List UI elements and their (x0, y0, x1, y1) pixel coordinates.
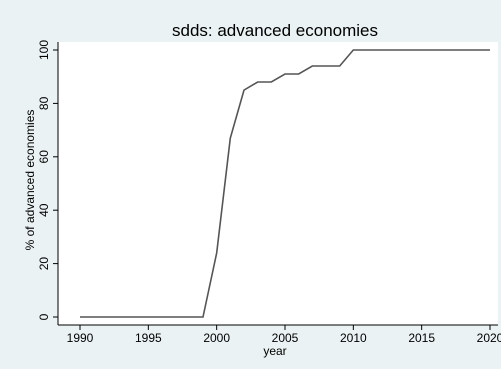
x-axis-title: year (263, 344, 286, 358)
x-tick-label: 2020 (477, 331, 501, 345)
y-tick-label: 40 (37, 203, 51, 217)
axes (57, 42, 498, 326)
y-axis-ticks: 0 20 40 60 80 100 (37, 40, 58, 320)
y-tick-label: 100 (37, 40, 51, 60)
chart-title: sdds: advanced economies (172, 21, 378, 40)
y-tick-label: 80 (37, 96, 51, 110)
y-tick-label: 20 (37, 257, 51, 271)
x-tick-label: 2000 (203, 331, 230, 345)
y-axis-title: % of advanced economies (23, 110, 37, 251)
x-tick-label: 1995 (135, 331, 162, 345)
y-tick-label: 60 (37, 150, 51, 164)
x-tick-label: 2015 (408, 331, 435, 345)
y-tick-label: 0 (37, 313, 51, 320)
series-line (80, 49, 490, 318)
x-tick-label: 1990 (67, 331, 94, 345)
series-group (80, 49, 490, 318)
plot-area (58, 42, 498, 325)
x-axis-ticks: 1990 1995 2000 2005 2010 2015 2020 (67, 325, 501, 345)
x-tick-label: 2005 (272, 331, 299, 345)
x-tick-label: 2010 (340, 331, 367, 345)
